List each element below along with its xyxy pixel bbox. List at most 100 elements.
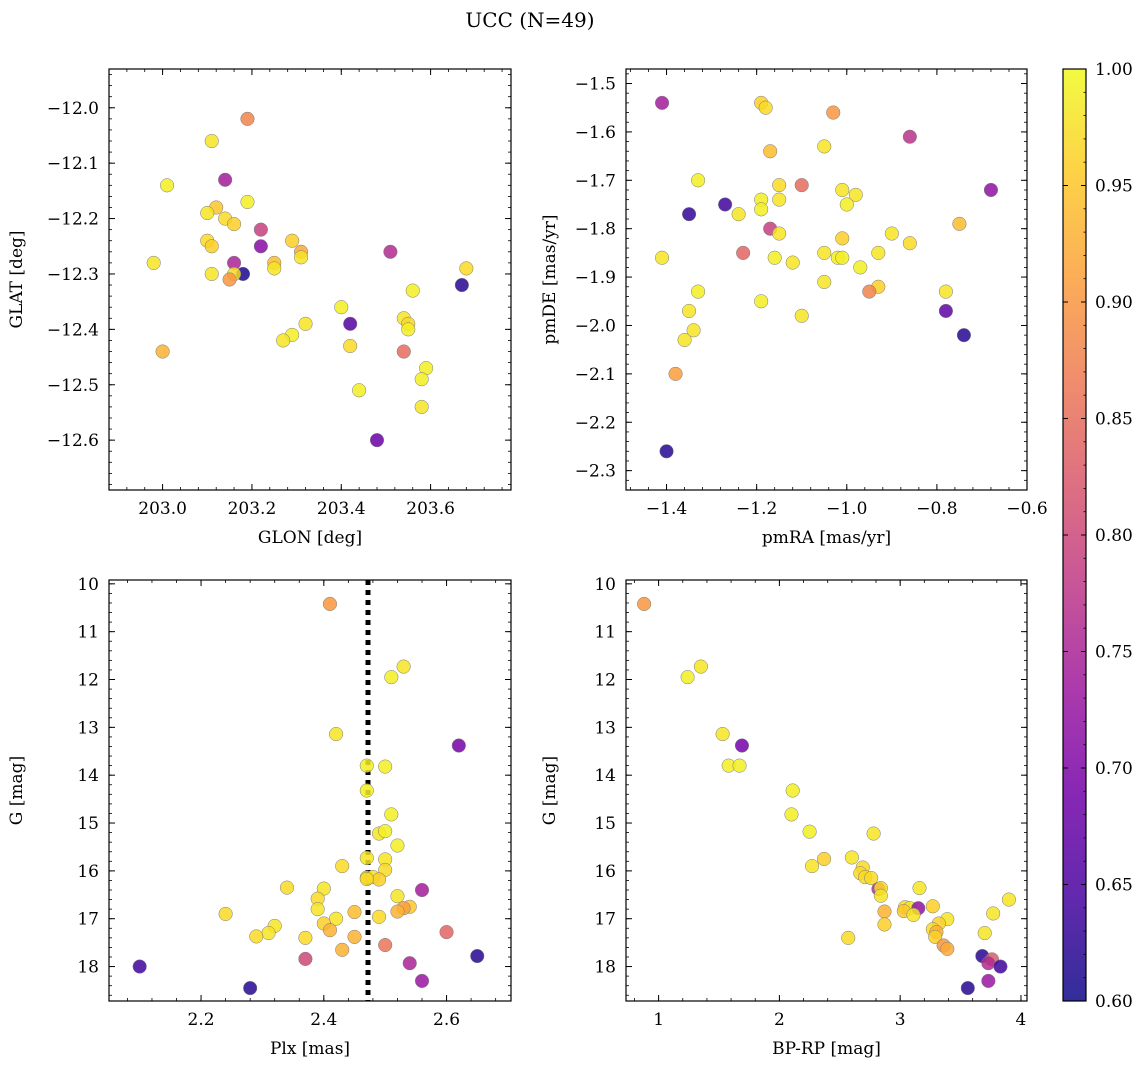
x-axis-label: Plx [mas] bbox=[270, 1039, 350, 1059]
data-point bbox=[866, 826, 881, 841]
data-point bbox=[817, 139, 832, 154]
data-point bbox=[732, 758, 747, 773]
data-point bbox=[343, 316, 358, 331]
data-point bbox=[414, 882, 430, 898]
x-tick-label: 2.4 bbox=[310, 1010, 337, 1030]
panels: 203.0 203.2 203.4 203.6 −12.0 −12.1 −12.2 −12.3… bbox=[7, 68, 1048, 1059]
y-tick-label: 12 bbox=[77, 671, 99, 691]
data-point bbox=[763, 144, 778, 159]
y-tick-label: 13 bbox=[594, 718, 616, 738]
data-point bbox=[240, 111, 255, 126]
y-tick-label: 10 bbox=[77, 575, 99, 595]
data-point bbox=[871, 245, 886, 260]
panel-proper-motion: −1.4 −1.2 −1.0 −0.8 −0.6 −1.5 −1.6 −1.7 −1.8 −1.9… bbox=[540, 68, 1048, 548]
x-tick-label: 3 bbox=[895, 1010, 906, 1030]
colorbar-tick-label: 0.80 bbox=[1095, 526, 1133, 546]
data-point bbox=[993, 959, 1008, 974]
data-point bbox=[848, 187, 863, 202]
data-point bbox=[960, 981, 975, 996]
y-tick-label: 11 bbox=[77, 623, 99, 643]
data-point bbox=[925, 899, 940, 914]
data-point bbox=[371, 909, 387, 924]
data-point bbox=[470, 948, 485, 964]
data-point bbox=[734, 738, 750, 753]
data-point bbox=[253, 239, 268, 254]
data-point bbox=[451, 738, 466, 753]
data-point bbox=[218, 172, 233, 187]
data-point bbox=[384, 807, 399, 822]
y-tick-label: −12.6 bbox=[47, 431, 99, 451]
data-point bbox=[401, 322, 416, 337]
data-point bbox=[253, 222, 268, 237]
data-point bbox=[654, 95, 670, 110]
y-tick-label: 17 bbox=[594, 910, 616, 930]
colorbar-tick-label: 0.70 bbox=[1095, 759, 1133, 779]
data-point bbox=[835, 182, 850, 198]
data-point bbox=[902, 236, 917, 251]
data-point bbox=[390, 904, 405, 919]
y-tick-label: −1.7 bbox=[575, 171, 616, 191]
y-tick-label: −12.0 bbox=[47, 99, 99, 119]
scatter-points bbox=[146, 111, 474, 448]
data-point bbox=[754, 202, 769, 217]
data-point bbox=[940, 941, 955, 956]
y-tick-label: −1.9 bbox=[575, 268, 616, 288]
data-point bbox=[279, 880, 295, 895]
colorbar-tick-label: 0.65 bbox=[1095, 876, 1133, 896]
y-tick-label: −2.1 bbox=[575, 365, 616, 385]
data-point bbox=[390, 889, 405, 904]
data-point bbox=[758, 100, 773, 115]
x-tick-label: 2.6 bbox=[433, 1010, 460, 1030]
data-point bbox=[329, 726, 344, 742]
x-tick-label: 203.2 bbox=[228, 499, 277, 519]
data-point bbox=[877, 917, 892, 932]
data-point bbox=[736, 245, 751, 260]
data-point bbox=[383, 244, 398, 259]
axes-frame bbox=[108, 579, 512, 1002]
data-point bbox=[267, 261, 282, 276]
x-axis-label: BP-RP [mag] bbox=[772, 1039, 881, 1059]
data-point bbox=[686, 323, 701, 338]
y-axis-label: G [mag] bbox=[7, 756, 27, 825]
y-tick-label: 15 bbox=[594, 814, 616, 834]
data-point bbox=[414, 973, 430, 988]
axes-frame bbox=[108, 68, 512, 491]
colorbar-tick-label: 1.00 bbox=[1095, 60, 1133, 80]
data-point bbox=[767, 250, 782, 265]
data-point bbox=[654, 250, 670, 265]
data-point bbox=[294, 250, 309, 265]
data-point bbox=[862, 284, 877, 299]
data-point bbox=[405, 283, 420, 298]
data-point bbox=[682, 207, 697, 222]
data-point bbox=[378, 937, 393, 953]
x-tick-label: 203.4 bbox=[317, 499, 366, 519]
y-axis-label: pmDE [mas/yr] bbox=[540, 214, 560, 344]
data-point bbox=[912, 881, 927, 896]
x-tick-label: 203.6 bbox=[406, 499, 455, 519]
data-point bbox=[402, 956, 417, 971]
data-point bbox=[322, 923, 337, 938]
scatter-points bbox=[637, 596, 1016, 996]
colorbar-tick-label: 0.85 bbox=[1095, 410, 1133, 430]
y-tick-label: −1.5 bbox=[575, 75, 616, 95]
y-tick-label: −1.6 bbox=[575, 123, 616, 143]
x-tick-label: −1.0 bbox=[826, 499, 867, 519]
data-point bbox=[977, 926, 992, 941]
data-point bbox=[285, 233, 300, 248]
data-point bbox=[844, 850, 859, 865]
y-tick-label: −2.2 bbox=[575, 413, 616, 433]
x-tick-label: −1.4 bbox=[646, 499, 687, 519]
data-point bbox=[200, 205, 215, 221]
data-point bbox=[659, 444, 674, 459]
y-axis-label: GLAT [deg] bbox=[7, 230, 27, 328]
data-point bbox=[637, 596, 652, 611]
data-point bbox=[335, 942, 350, 957]
y-tick-label: 12 bbox=[594, 671, 616, 691]
x-tick-label: −0.8 bbox=[916, 499, 957, 519]
data-point bbox=[691, 284, 706, 299]
data-point bbox=[343, 338, 358, 354]
data-point bbox=[146, 255, 161, 270]
data-point bbox=[981, 973, 996, 988]
data-point bbox=[204, 239, 219, 254]
axes-frame bbox=[625, 68, 1028, 491]
